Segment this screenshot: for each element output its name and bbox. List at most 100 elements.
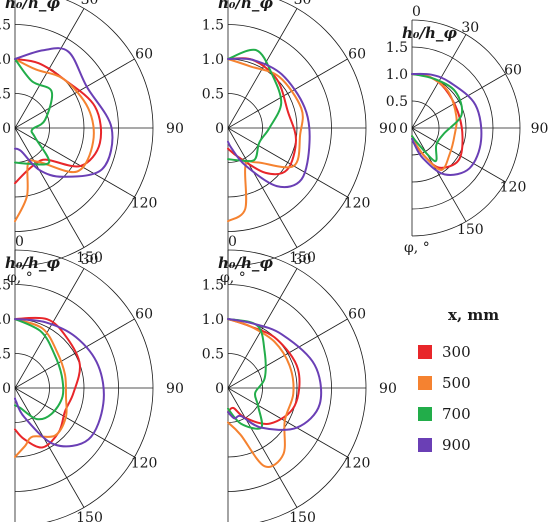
legend-label-900: 900: [442, 436, 471, 454]
legend-swatch-300: [418, 345, 432, 359]
angle-tick-label: 0: [15, 234, 24, 250]
radial-tick-label: 1.0: [0, 312, 11, 328]
series-line-500: [227, 58, 304, 223]
polar-panel: 0 30 60 90 120 150 0 0.5 1.0 1.5 h₀/h_φ φ, °: [202, 0, 397, 286]
angle-tick-label: 30: [81, 0, 99, 8]
grid-spoke: [14, 268, 85, 389]
series-line-700: [411, 73, 464, 163]
series-line-500: [14, 58, 95, 223]
grid-spoke: [411, 127, 506, 183]
series-line-500: [227, 318, 295, 468]
angle-tick-label: 60: [504, 63, 522, 79]
radial-tick-label: 0.5: [202, 87, 224, 103]
radial-tick-label: 0: [215, 121, 224, 137]
x-axis-label: φ, °: [220, 270, 246, 286]
radial-tick-label: 0.5: [0, 87, 11, 103]
grid-spoke: [14, 387, 135, 458]
radial-tick-label: 0.5: [202, 347, 224, 363]
series-line-500: [411, 73, 458, 171]
angle-tick-label: 150: [457, 222, 484, 238]
angle-tick-label: 90: [166, 381, 184, 397]
angle-tick-label: 150: [289, 250, 316, 266]
radial-tick-label: 1.5: [202, 278, 224, 294]
radial-tick-label: 0: [399, 121, 408, 137]
angle-tick-label: 90: [531, 121, 549, 137]
series-line-700: [14, 58, 54, 166]
series-line-300: [14, 58, 102, 185]
y-axis-label: h₀/h_φ: [5, 254, 60, 272]
radial-tick-label: 1.5: [0, 18, 11, 34]
grid-spoke: [227, 318, 348, 389]
angle-tick-label: 60: [348, 46, 366, 62]
grid-spoke: [14, 387, 85, 508]
grid-spoke: [14, 127, 85, 248]
series-line-900: [14, 318, 105, 448]
x-axis-label: φ, °: [7, 270, 33, 286]
legend-label-700: 700: [442, 405, 471, 423]
angle-tick-label: 60: [348, 306, 366, 322]
radial-tick-label: 0.5: [0, 347, 11, 363]
angle-tick-label: 120: [131, 456, 158, 472]
legend-label-300: 300: [442, 343, 471, 361]
series-line-900: [411, 72, 483, 176]
angle-tick-label: 30: [461, 20, 479, 36]
radial-tick-label: 1.0: [386, 67, 408, 83]
grid-spoke: [14, 58, 135, 129]
angle-tick-label: 150: [76, 250, 103, 266]
radial-tick-label: 1.5: [0, 278, 11, 294]
series-line-900: [227, 318, 323, 431]
grid-spoke: [227, 8, 298, 129]
angle-tick-label: 150: [289, 510, 316, 522]
angle-tick-label: 0: [412, 4, 421, 20]
angle-tick-label: 90: [166, 121, 184, 137]
radial-tick-label: 0.5: [386, 94, 408, 110]
x-axis-label: φ, °: [404, 240, 430, 256]
angle-tick-label: 150: [76, 510, 103, 522]
angle-tick-label: 0: [228, 234, 237, 250]
series-line-700: [227, 318, 267, 430]
radial-tick-label: 0: [2, 121, 11, 137]
grid-spoke: [227, 58, 348, 129]
series-line-500: [14, 318, 68, 458]
grid-spoke: [227, 127, 298, 248]
series-line-900: [227, 57, 311, 189]
legend: x, mm 300 500 700 900: [418, 306, 499, 454]
angle-tick-label: 60: [135, 46, 153, 62]
radial-tick-label: 1.5: [202, 18, 224, 34]
y-axis-label: h₀/h_φ: [218, 0, 273, 12]
radial-tick-label: 0: [215, 381, 224, 397]
legend-label-500: 500: [442, 374, 471, 392]
angle-tick-label: 90: [379, 381, 397, 397]
y-axis-label: h₀/h_φ: [5, 0, 60, 12]
series-line-900: [14, 47, 114, 178]
grid-spoke: [14, 318, 135, 389]
legend-swatch-700: [418, 407, 432, 421]
angle-tick-label: 30: [294, 0, 312, 8]
grid-spoke: [411, 127, 467, 222]
grid-spoke: [227, 387, 298, 508]
y-axis-label: h₀/h_φ: [402, 24, 457, 42]
angle-tick-label: 90: [379, 121, 397, 137]
radial-tick-label: 1.0: [202, 312, 224, 328]
angle-tick-label: 30: [294, 252, 312, 268]
legend-title: x, mm: [448, 306, 499, 324]
angle-tick-label: 60: [135, 306, 153, 322]
legend-swatch-900: [418, 438, 432, 452]
angle-tick-label: 120: [344, 196, 371, 212]
grid-spoke: [227, 387, 348, 458]
angle-tick-label: 120: [131, 196, 158, 212]
radial-tick-label: 1.0: [0, 52, 11, 68]
angle-tick-label: 120: [344, 456, 371, 472]
legend-swatch-500: [418, 376, 432, 390]
series-line-700: [227, 48, 283, 163]
radial-tick-label: 1.0: [202, 52, 224, 68]
grid-spoke: [227, 127, 348, 198]
angle-tick-label: 120: [500, 179, 527, 195]
series-line-700: [14, 318, 65, 421]
